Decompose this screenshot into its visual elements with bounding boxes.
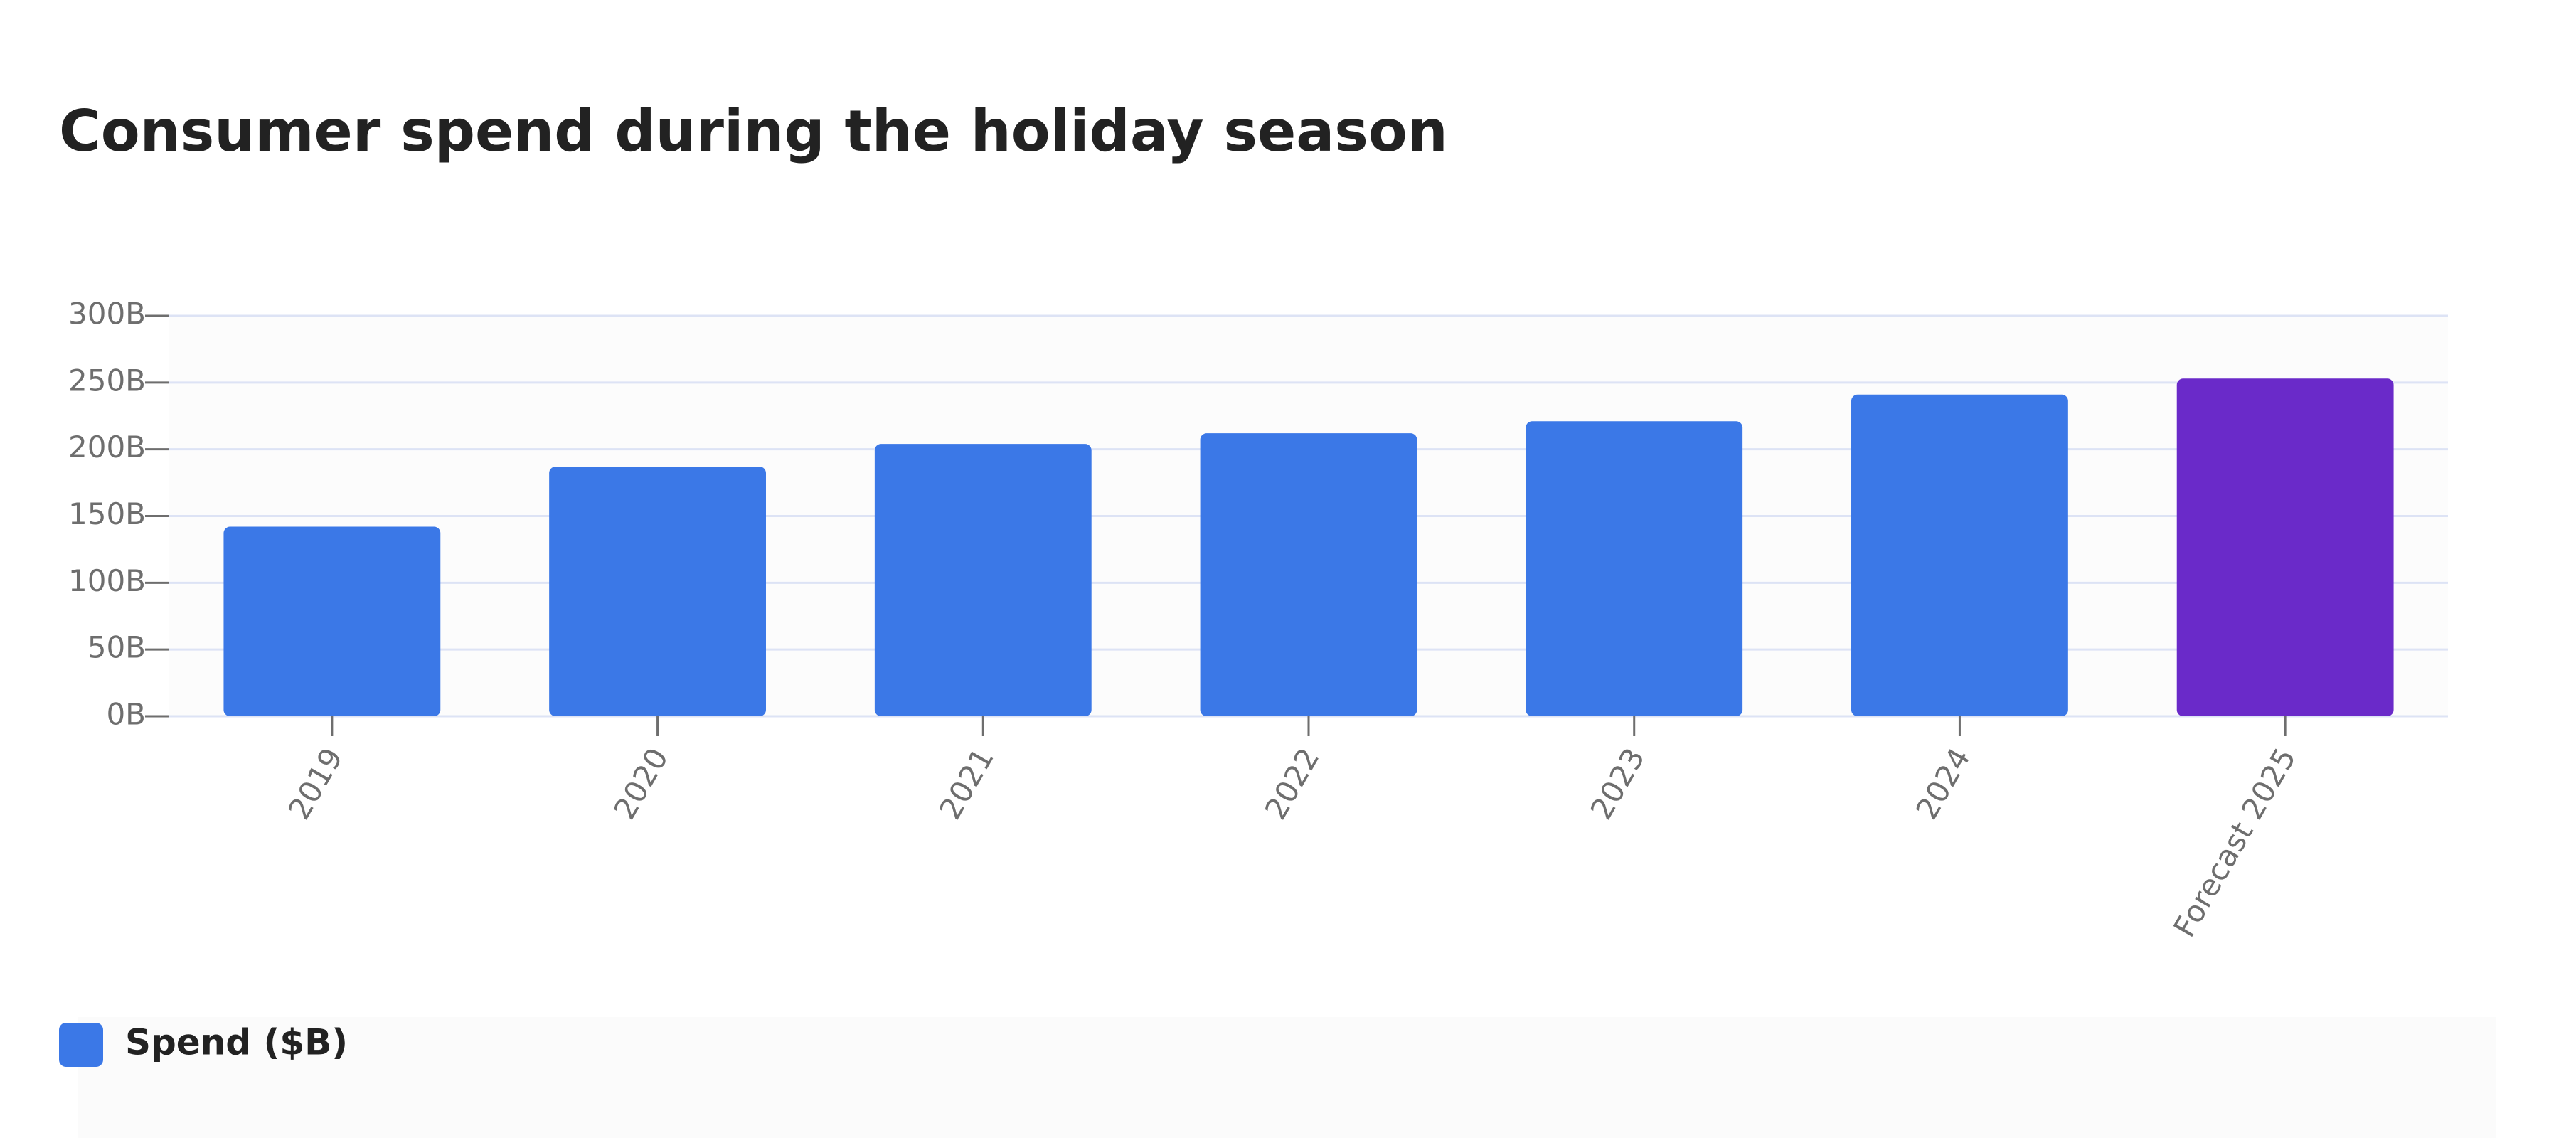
legend-swatch [59, 1023, 103, 1067]
bar [874, 444, 1092, 716]
x-tick-label: Forecast 2025 [2166, 742, 2302, 943]
y-tick-label: 100B [68, 563, 146, 598]
x-tick-label: 2023 [1583, 742, 1651, 825]
y-tick-label: 150B [68, 496, 146, 531]
x-tick-label: 2020 [607, 742, 675, 825]
bar [549, 467, 766, 716]
y-tick-label: 250B [68, 363, 146, 398]
x-tick-label: 2021 [932, 742, 1001, 825]
y-tick-label: 200B [68, 430, 146, 464]
bar [1200, 433, 1417, 716]
footer-bg [78, 1017, 2496, 1138]
bar [2176, 378, 2394, 716]
x-tick-label: 2024 [1909, 742, 1977, 825]
x-tick-label: 2022 [1258, 742, 1326, 825]
y-tick-label: 0B [106, 697, 146, 732]
y-tick-label: 50B [87, 630, 146, 665]
bar [223, 526, 441, 716]
x-tick-label: 2019 [282, 742, 350, 825]
chart-title: Consumer spend during the holiday season [59, 98, 1448, 164]
bar [1851, 394, 2068, 716]
legend-label: Spend ($B) [125, 1022, 348, 1063]
bar [1526, 421, 1743, 716]
y-tick-label: 300B [68, 297, 146, 331]
